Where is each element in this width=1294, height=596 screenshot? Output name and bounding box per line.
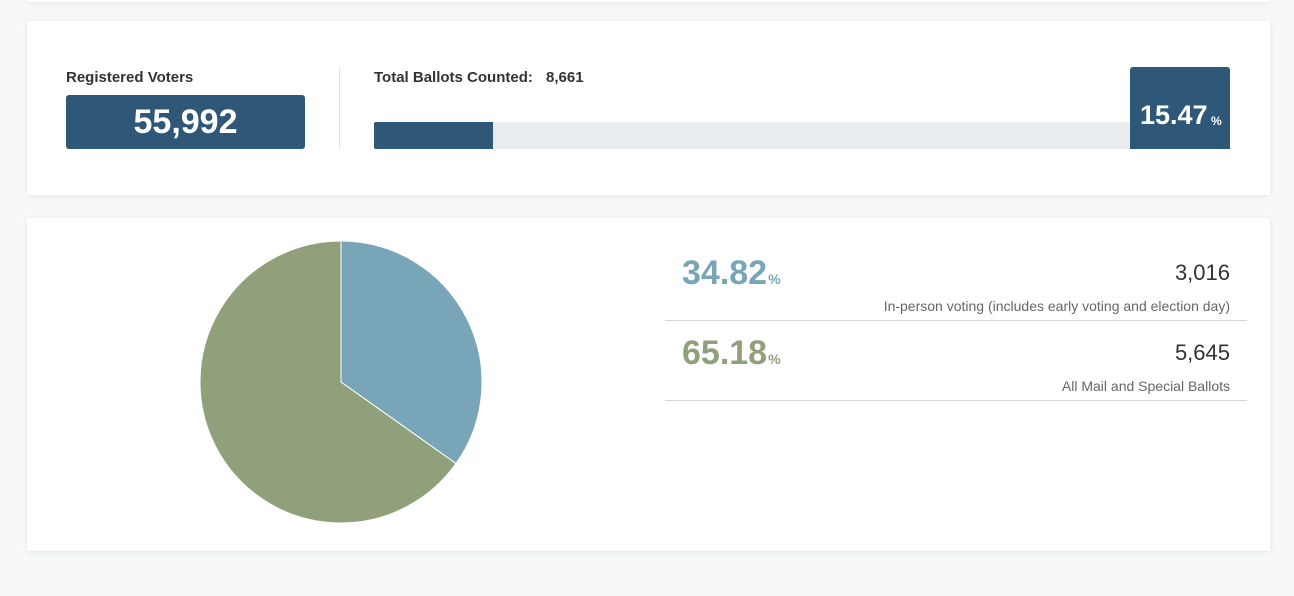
in-person-percent-value: 34.82 <box>682 254 768 292</box>
turnout-progress-track <box>374 122 1144 149</box>
ballot-pie-chart <box>199 240 483 524</box>
turnout-percent-badge: 15.47 % <box>1130 67 1230 149</box>
in-person-label: In-person voting (includes early voting … <box>883 298 1230 314</box>
breakdown-row-in-person: 34.82% 3,016 In-person voting (includes … <box>665 240 1247 321</box>
registered-voters-label: Registered Voters <box>66 69 194 86</box>
in-person-percent: 34.82% <box>682 254 781 293</box>
in-person-percent-symbol: % <box>768 271 781 287</box>
registered-voters-value: 55,992 <box>66 95 305 149</box>
breakdown-row-mail: 65.18% 5,645 All Mail and Special Ballot… <box>665 320 1247 401</box>
mail-percent-value: 65.18 <box>682 334 768 372</box>
pie-chart-svg <box>199 240 483 524</box>
pie-slice-in-person <box>340 240 483 465</box>
summary-divider <box>339 67 340 149</box>
turnout-summary-card: Registered Voters 55,992 Total Ballots C… <box>27 21 1270 195</box>
turnout-percent-symbol: % <box>1211 114 1222 128</box>
mail-count: 5,645 <box>1174 340 1230 365</box>
previous-card-edge <box>27 0 1270 2</box>
total-ballots-value: 8,661 <box>546 69 584 86</box>
turnout-progress-fill <box>374 122 494 149</box>
mail-percent: 65.18% <box>682 334 781 373</box>
pie-slice-mail <box>199 240 457 524</box>
ballot-breakdown-card: 34.82% 3,016 In-person voting (includes … <box>27 218 1270 551</box>
turnout-percent-value: 15.47 <box>1140 100 1208 130</box>
mail-label: All Mail and Special Ballots <box>1061 378 1230 394</box>
total-ballots-label: Total Ballots Counted: <box>374 69 533 86</box>
mail-percent-symbol: % <box>768 351 781 367</box>
in-person-count: 3,016 <box>1174 260 1230 285</box>
